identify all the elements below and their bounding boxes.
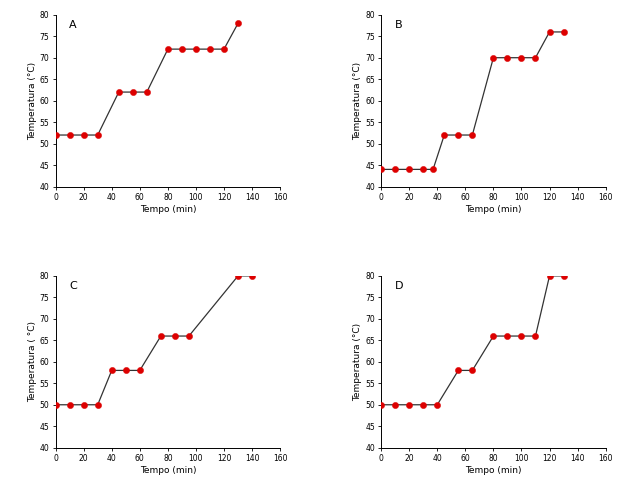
X-axis label: Tempo (min): Tempo (min) [140,466,196,475]
X-axis label: Tempo (min): Tempo (min) [465,466,522,475]
Text: D: D [395,281,403,291]
Text: C: C [69,281,77,291]
Text: B: B [395,20,402,30]
Y-axis label: Temperatura (°C): Temperatura (°C) [353,323,362,401]
Y-axis label: Temperatura (°C): Temperatura (°C) [28,62,37,140]
Text: A: A [69,20,77,30]
Y-axis label: Temperatura (°C): Temperatura (°C) [353,62,362,140]
Y-axis label: Temperatura ( °C): Temperatura ( °C) [28,321,37,402]
X-axis label: Tempo (min): Tempo (min) [465,205,522,214]
X-axis label: Tempo (min): Tempo (min) [140,205,196,214]
